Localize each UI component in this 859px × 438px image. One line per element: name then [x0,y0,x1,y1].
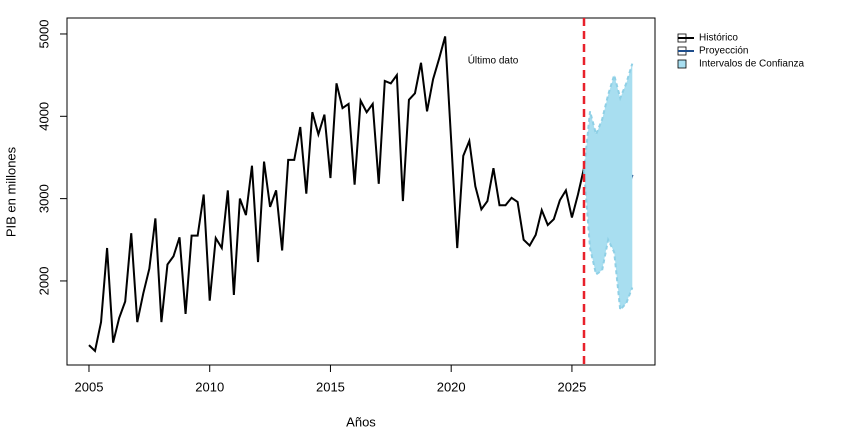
y-tick-label: 3000 [36,184,51,213]
plot-frame [66,17,656,366]
x-axis-label: Años [346,414,376,429]
legend-label: Histórico [699,33,738,44]
series-line [88,36,585,353]
y-axis-label: PIB en millones [3,146,18,237]
legend-label: Intervalos de Confianza [699,59,805,70]
x-tick-label: 2020 [437,379,466,394]
y-tick-label: 4000 [36,102,51,131]
legend-box [677,59,687,69]
band-edge [583,170,634,313]
x-tick-label: 2005 [75,379,104,394]
y-tick-label: 5000 [36,20,51,49]
y-tick-label: 2000 [36,266,51,295]
x-tick-label: 2010 [195,379,224,394]
legend-label: Proyección [699,46,748,57]
confidence-band [584,63,633,310]
x-tick-label: 2015 [316,379,345,394]
x-tick-label: 2025 [557,379,586,394]
annotation: Último dato [468,54,519,67]
